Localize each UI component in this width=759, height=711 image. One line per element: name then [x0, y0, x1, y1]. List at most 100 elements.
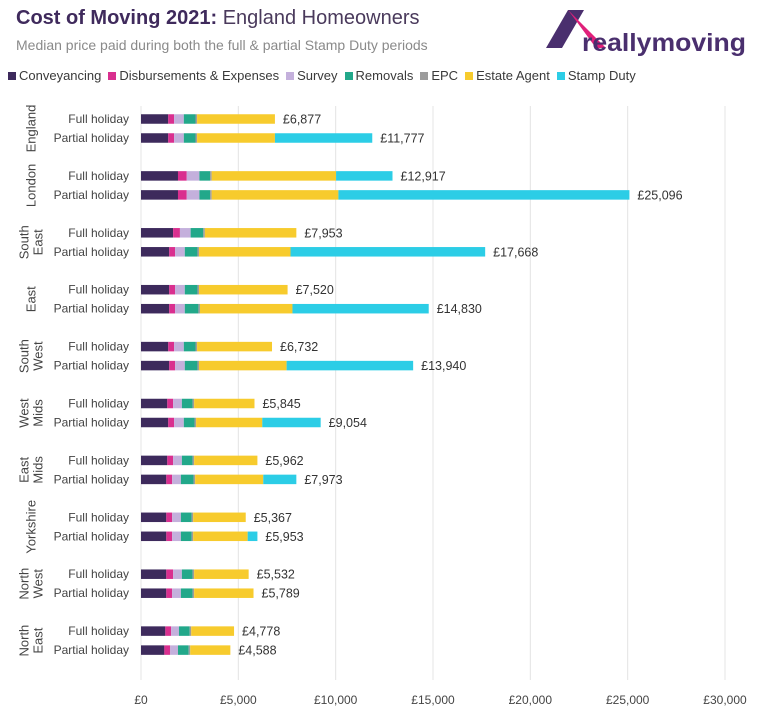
bar-segment-conveyancing	[141, 455, 168, 466]
chart-title-rest: England Homeowners	[217, 7, 420, 29]
bar-segment-epc	[191, 512, 194, 523]
bar-segment-survey	[173, 398, 182, 409]
bar-segment-estate-agent	[194, 588, 254, 598]
bar-segment-epc	[195, 114, 198, 124]
legend-label: Conveyancing	[19, 68, 102, 83]
bar-segment-stamp-duty	[263, 474, 297, 485]
x-tick-label: £30,000	[703, 693, 747, 707]
x-tick-label: £0	[134, 693, 148, 707]
row-label: Full holiday	[68, 510, 129, 524]
bar-total-label: £5,962	[265, 454, 303, 468]
bar-segment-removals	[181, 455, 193, 466]
bar-segment-conveyancing	[141, 303, 170, 314]
row-label: Partial holiday	[54, 359, 129, 373]
house-roof-accent-icon	[568, 10, 606, 48]
bar-segment-estate-agent	[197, 114, 275, 124]
bar-segment-epc	[191, 531, 194, 542]
bar-segment-epc	[193, 474, 196, 485]
house-roof-icon	[546, 10, 584, 48]
legend-label: Disbursements & Expenses	[119, 68, 280, 83]
bar-segment-survey	[174, 341, 184, 352]
legend-item: Survey	[286, 68, 338, 83]
bar-segment-conveyancing	[141, 626, 166, 636]
bar-segment-removals	[190, 228, 204, 238]
bar-segment-disbursements-expenses	[168, 133, 175, 143]
row-label: Partial holiday	[54, 245, 129, 259]
bar-total-label: £6,877	[283, 113, 321, 127]
bar-segment-disbursements-expenses	[164, 645, 171, 655]
bar-segment-conveyancing	[141, 114, 169, 124]
bar-segment-disbursements-expenses	[165, 626, 172, 636]
bar-segment-survey	[186, 190, 200, 200]
bar-segment-removals	[184, 284, 198, 295]
bar-segment-survey	[172, 588, 181, 598]
region-label: Mids	[31, 456, 46, 484]
bar-total-label: £5,789	[262, 587, 300, 601]
bar-total-label: £7,953	[304, 226, 342, 240]
bar-segment-epc	[192, 455, 195, 466]
bar-segment-conveyancing	[141, 531, 167, 542]
row-label: Full holiday	[68, 112, 129, 126]
bar-segment-survey	[174, 417, 184, 428]
region-label: London	[24, 164, 39, 207]
bar-segment-conveyancing	[141, 398, 168, 409]
bar-total-label: £7,973	[304, 473, 342, 487]
bar-segment-disbursements-expenses	[169, 360, 176, 371]
bar-segment-survey	[172, 474, 181, 485]
legend-label: Stamp Duty	[567, 68, 636, 83]
bar-segment-removals	[181, 569, 193, 579]
bar-segment-removals	[180, 588, 193, 598]
legend-label: Survey	[297, 68, 338, 83]
bar-segment-removals	[184, 360, 198, 371]
bar-segment-disbursements-expenses	[166, 569, 174, 579]
bar-segment-disbursements-expenses	[166, 512, 173, 523]
bar-total-label: £25,096	[637, 188, 682, 202]
bar-total-label: £5,845	[262, 397, 300, 411]
chart-legend: Conveyancing Disbursements & Expenses Surv…	[8, 68, 643, 83]
bar-segment-removals	[180, 531, 192, 542]
bar-segment-stamp-duty	[247, 531, 258, 542]
bar-segment-removals	[184, 303, 199, 314]
x-tick-label: £20,000	[509, 693, 553, 707]
legend-item: Conveyancing	[8, 68, 101, 83]
row-label: Full holiday	[68, 283, 129, 297]
region-label: North	[17, 568, 32, 600]
bar-segment-stamp-duty	[336, 171, 393, 181]
row-label: Full holiday	[68, 340, 129, 354]
bar-segment-estate-agent	[199, 284, 288, 295]
bar-segment-disbursements-expenses	[168, 341, 175, 352]
bar-total-label: £4,778	[242, 625, 280, 639]
bar-segment-epc	[192, 569, 195, 579]
bar-segment-estate-agent	[204, 228, 297, 238]
bar-segment-epc	[210, 171, 212, 181]
bar-segment-estate-agent	[194, 569, 249, 579]
bar-segment-epc	[188, 645, 191, 655]
region-label: East	[31, 229, 46, 255]
bar-segment-epc	[198, 303, 200, 314]
bar-segment-survey	[171, 626, 179, 636]
bar-segment-survey	[175, 303, 185, 314]
legend-label: EPC	[431, 68, 459, 83]
bar-segment-estate-agent	[199, 360, 287, 371]
bar-segment-survey	[173, 569, 182, 579]
bar-segment-estate-agent	[197, 133, 275, 143]
bar-segment-disbursements-expenses	[166, 474, 173, 485]
legend-item: Removals	[344, 68, 413, 83]
bar-segment-conveyancing	[141, 133, 169, 143]
bar-segment-removals	[183, 133, 196, 143]
bar-segment-estate-agent	[193, 531, 248, 542]
bar-segment-epc	[197, 284, 200, 295]
bar-segment-removals	[184, 247, 198, 257]
bar-segment-conveyancing	[141, 569, 167, 579]
region-label: East	[31, 627, 46, 653]
bar-segment-survey	[186, 171, 200, 181]
bar-segment-conveyancing	[141, 645, 165, 655]
bar-segment-disbursements-expenses	[167, 398, 174, 409]
x-tick-label: £5,000	[220, 693, 257, 707]
bar-total-label: £5,953	[265, 530, 303, 544]
row-label: Full holiday	[68, 624, 129, 638]
bar-total-label: £5,532	[257, 568, 295, 582]
bar-segment-conveyancing	[141, 228, 174, 238]
bar-segment-survey	[175, 360, 185, 371]
